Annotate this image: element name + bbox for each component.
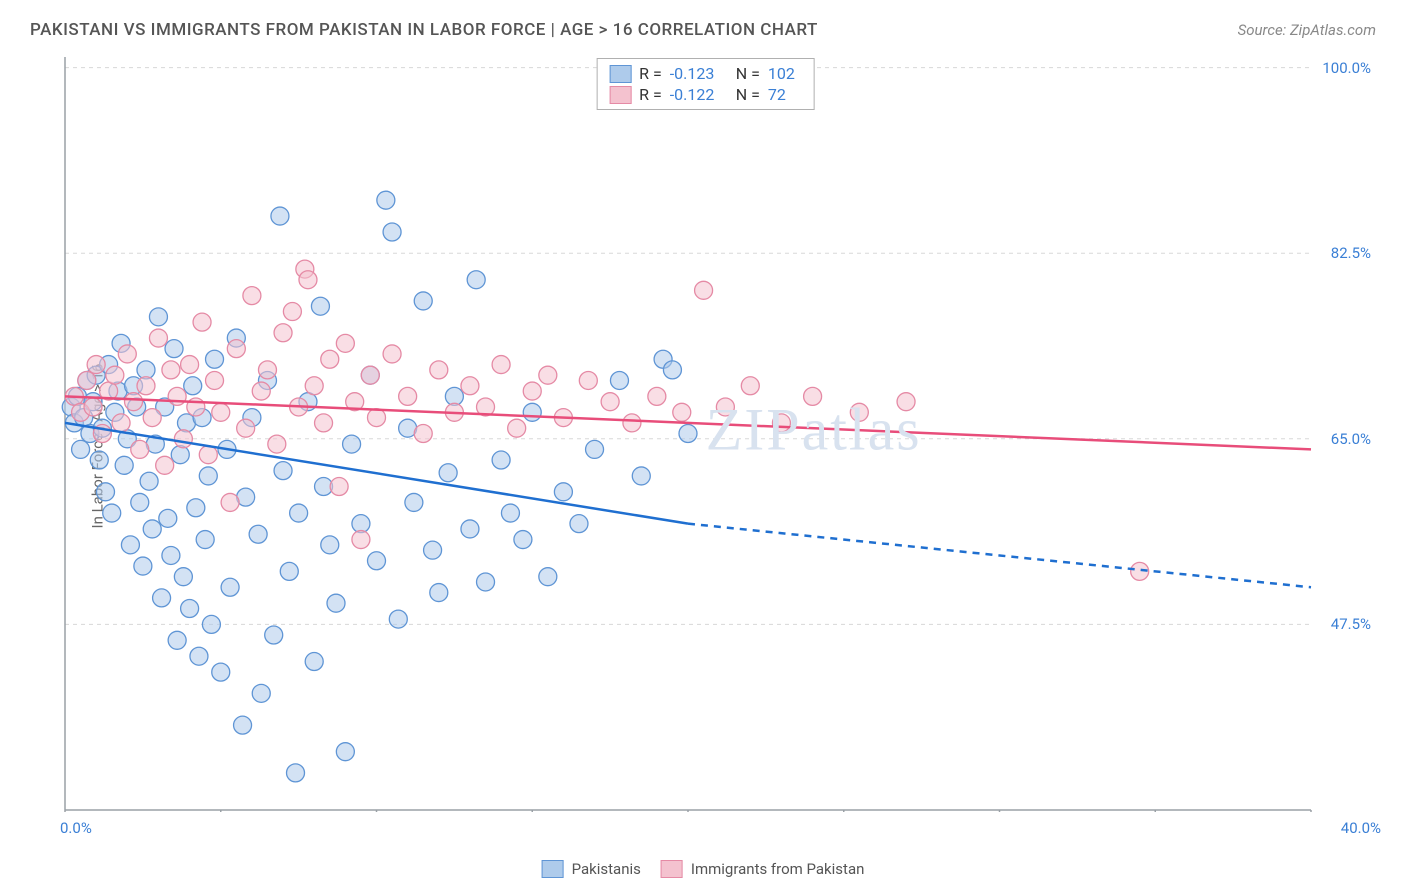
chart-header: PAKISTANI VS IMMIGRANTS FROM PAKISTAN IN… (0, 0, 1406, 50)
series-legend-item: Pakistanis (542, 860, 641, 878)
y-tick-label: 82.5% (1331, 244, 1371, 262)
legend-swatch (661, 860, 683, 878)
y-tick-label: 100.0% (1322, 59, 1371, 77)
legend-r-label: R = (639, 64, 662, 83)
y-tick-label: 65.0% (1331, 430, 1371, 448)
legend-n-label: N = (728, 85, 760, 104)
correlation-legend-row: R = -0.123 N = 102 (609, 63, 802, 84)
legend-r-value: -0.122 (670, 85, 720, 104)
source-attribution: Source: ZipAtlas.com (1238, 21, 1376, 39)
x-min-label: 0.0% (60, 819, 92, 837)
legend-n-label: N = (728, 64, 760, 83)
correlation-legend-box: R = -0.123 N = 102R = -0.122 N = 72 (596, 58, 815, 110)
legend-n-value: 72 (768, 85, 802, 104)
series-legend: Pakistanis Immigrants from Pakistan (542, 860, 865, 878)
chart-title: PAKISTANI VS IMMIGRANTS FROM PAKISTAN IN… (30, 20, 818, 40)
series-legend-label: Immigrants from Pakistan (691, 860, 865, 878)
chart-area: In Labor Force | Age > 16 ZIPatlas R = -… (30, 55, 1381, 837)
legend-swatch (542, 860, 564, 878)
legend-swatch (609, 65, 631, 83)
x-axis-labels: 0.0% 40.0% (60, 815, 1381, 837)
series-legend-item: Immigrants from Pakistan (661, 860, 865, 878)
correlation-legend-row: R = -0.122 N = 72 (609, 84, 802, 105)
scatter-plot-svg (60, 55, 1381, 812)
legend-r-value: -0.123 (670, 64, 720, 83)
series-legend-label: Pakistanis (572, 860, 641, 878)
x-max-label: 40.0% (1341, 819, 1381, 837)
legend-r-label: R = (639, 85, 662, 104)
legend-swatch (609, 86, 631, 104)
y-tick-label: 47.5% (1331, 615, 1371, 633)
legend-n-value: 102 (768, 64, 802, 83)
